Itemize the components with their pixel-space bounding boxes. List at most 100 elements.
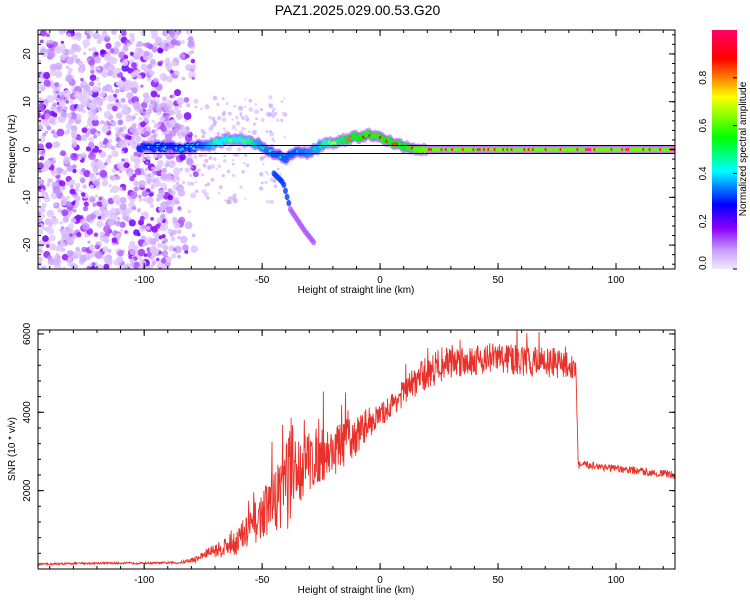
noise-speckle — [58, 91, 63, 96]
noise-speckle — [58, 209, 62, 213]
noise-speckle — [97, 82, 101, 87]
signal-ridge-layer — [136, 127, 675, 246]
spectrogram-ytick-label: 20 — [22, 48, 33, 60]
noise-speckle — [131, 87, 138, 94]
noise-speckle — [173, 247, 177, 252]
noise-speckle — [269, 132, 275, 137]
noise-speckle — [139, 215, 145, 222]
noise-speckle — [143, 253, 148, 257]
noise-speckle — [87, 240, 91, 244]
noise-speckle — [103, 209, 110, 216]
noise-speckle — [117, 265, 121, 269]
noise-speckle — [38, 124, 44, 132]
noise-speckle — [165, 43, 170, 48]
noise-speckle — [60, 247, 66, 252]
noise-speckle — [165, 121, 170, 127]
noise-speckle — [218, 185, 223, 190]
noise-speckle — [39, 39, 44, 44]
noise-speckle — [109, 175, 115, 180]
noise-speckle — [232, 173, 236, 178]
noise-speckle — [140, 101, 148, 109]
snr-xtick-label: 0 — [377, 575, 383, 586]
noise-speckle — [254, 109, 259, 115]
noise-speckle — [52, 94, 58, 100]
noise-speckle — [91, 85, 99, 93]
noise-speckle — [193, 134, 198, 139]
noise-speckle — [46, 48, 53, 54]
snr-xtick-label: -100 — [134, 575, 154, 586]
noise-speckle — [61, 253, 69, 261]
noise-speckle — [194, 180, 198, 184]
noise-speckle — [234, 128, 238, 132]
noise-speckle — [72, 168, 77, 174]
noise-speckle — [123, 162, 130, 169]
noise-speckle — [78, 66, 85, 74]
noise-speckle — [151, 260, 157, 266]
noise-speckle — [88, 48, 92, 52]
noise-speckle — [158, 235, 163, 240]
noise-speckle — [204, 104, 210, 110]
noise-speckle — [38, 84, 46, 92]
noise-speckle — [153, 77, 159, 83]
noise-speckle — [152, 153, 158, 159]
noise-speckle — [156, 94, 160, 98]
noise-speckle — [149, 70, 155, 76]
noise-speckle — [128, 125, 137, 134]
noise-speckle — [182, 244, 189, 251]
snr-y-label: SNR (10 * v/v) — [7, 417, 18, 481]
noise-speckle — [176, 229, 182, 235]
noise-speckle — [164, 133, 173, 141]
noise-speckle — [82, 205, 89, 212]
noise-speckle — [137, 74, 142, 80]
noise-speckle — [89, 196, 96, 203]
noise-speckle — [157, 189, 166, 197]
noise-speckle — [49, 39, 54, 44]
noise-speckle — [117, 208, 122, 212]
noise-speckle — [112, 105, 118, 112]
noise-speckle — [49, 63, 58, 72]
noise-speckle — [268, 103, 274, 109]
noise-speckle — [282, 112, 288, 117]
noise-speckle — [46, 184, 50, 188]
noise-speckle — [62, 170, 67, 176]
noise-speckle — [116, 112, 123, 119]
noise-speckle — [49, 243, 57, 251]
noise-speckle — [226, 146, 232, 152]
noise-speckle — [91, 47, 97, 52]
noise-speckle — [272, 179, 277, 183]
noise-speckle — [164, 58, 170, 64]
noise-speckle — [76, 32, 81, 38]
noise-speckle — [194, 189, 199, 194]
noise-speckle — [117, 250, 124, 257]
noise-speckle — [273, 184, 278, 188]
noise-speckle — [56, 191, 63, 198]
noise-speckle — [56, 87, 61, 92]
noise-speckle — [164, 188, 167, 191]
spectrogram-xtick-label: 50 — [492, 275, 504, 286]
noise-speckle — [171, 61, 177, 67]
noise-speckle — [142, 92, 150, 99]
noise-speckle — [156, 128, 159, 131]
noise-speckle — [177, 206, 182, 211]
noise-speckle — [38, 179, 45, 185]
noise-speckle — [189, 174, 193, 177]
noise-speckle — [41, 202, 47, 209]
noise-speckle — [165, 63, 173, 70]
noise-speckle — [138, 198, 143, 202]
noise-speckle — [82, 184, 87, 189]
noise-speckle — [217, 191, 221, 195]
noise-speckle — [222, 159, 227, 163]
noise-speckle — [171, 161, 175, 164]
noise-speckle — [151, 183, 155, 187]
spectrogram-ytick-label: -20 — [22, 237, 33, 252]
noise-speckle — [148, 103, 154, 109]
noise-speckle — [46, 33, 50, 38]
noise-speckle — [145, 155, 151, 161]
snr-ytick-label: 2000 — [22, 479, 33, 502]
noise-speckle — [273, 139, 276, 143]
noise-speckle — [38, 248, 43, 254]
noise-speckle — [54, 82, 60, 88]
noise-speckle — [60, 229, 67, 236]
noise-speckle — [56, 128, 65, 137]
noise-speckle — [42, 51, 49, 58]
